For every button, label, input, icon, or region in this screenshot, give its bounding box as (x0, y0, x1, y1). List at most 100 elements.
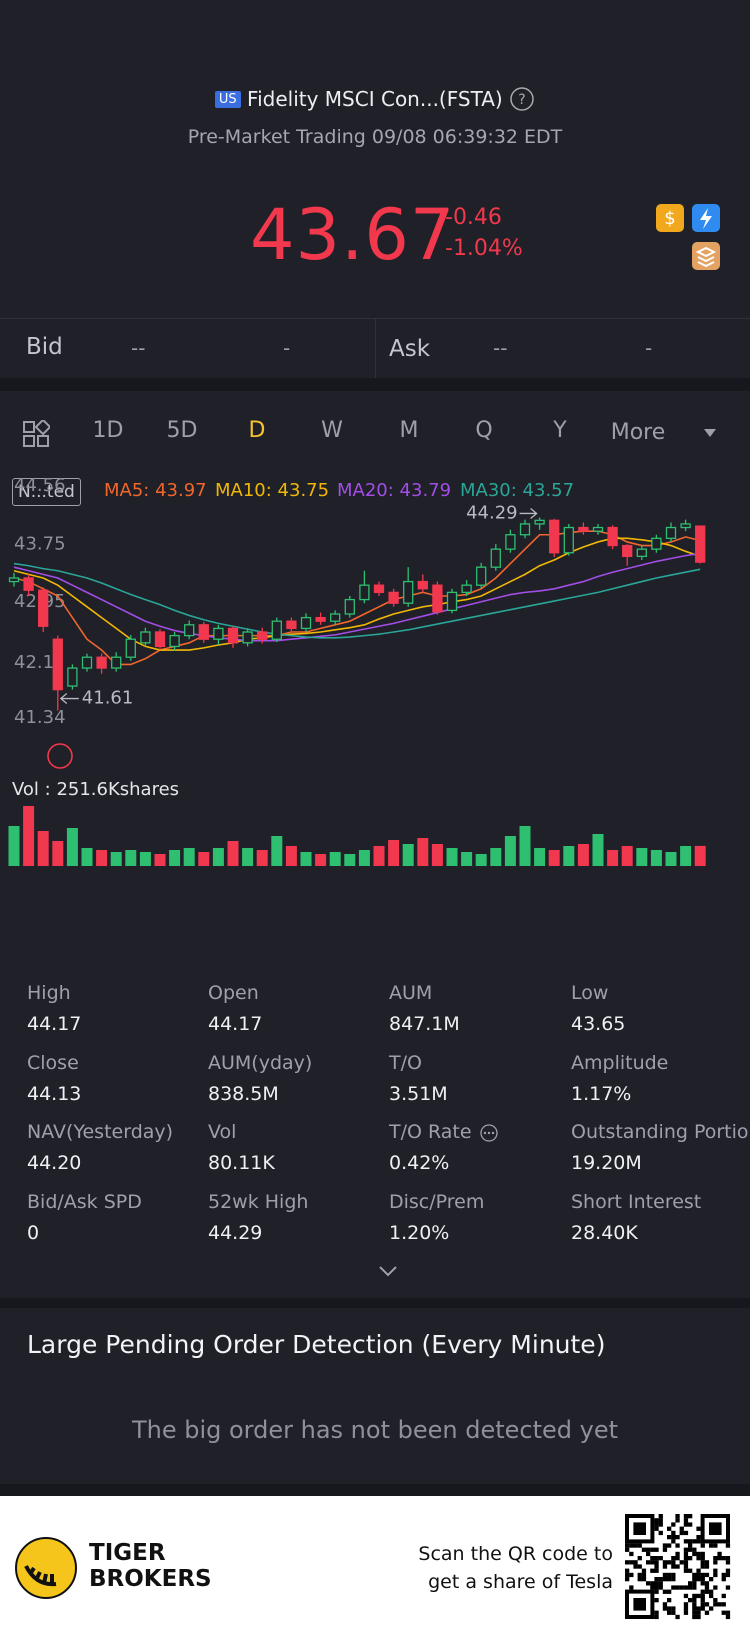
qr-module (658, 1577, 663, 1582)
qr-module (675, 1551, 680, 1557)
qr-module (683, 1560, 689, 1565)
volume-bar (256, 850, 268, 866)
qr-module (683, 1539, 689, 1544)
qr-module (650, 1581, 655, 1586)
qr-module (654, 1577, 659, 1582)
qr-module (713, 1568, 718, 1573)
dollar-icon[interactable] (656, 204, 684, 232)
qr-module (654, 1526, 659, 1531)
period-tab[interactable]: Y (553, 418, 567, 443)
qr-module (704, 1564, 710, 1569)
volume-bar (650, 850, 662, 866)
qr-module (662, 1547, 668, 1552)
candle-body (257, 631, 268, 640)
qr-module (662, 1560, 668, 1565)
volume-bar (198, 852, 210, 866)
period-tab[interactable]: 5D (166, 418, 198, 443)
stat-value: 847.1M (389, 1013, 460, 1035)
qr-module (671, 1560, 676, 1565)
period-tab[interactable]: D (248, 418, 266, 443)
expand-chevron[interactable] (378, 1264, 398, 1278)
candle-body (373, 584, 385, 594)
period-tab[interactable]: More (610, 420, 666, 445)
candle-body (96, 656, 107, 669)
header: US Fidelity MSCI Con...(FSTA) ? (0, 86, 750, 112)
qr-module (679, 1585, 684, 1590)
candle-body (388, 591, 399, 604)
candle-body (432, 584, 443, 613)
qr-module (696, 1614, 701, 1620)
stat-value: 44.17 (208, 1013, 263, 1035)
qr-module (696, 1551, 701, 1557)
qr-module (671, 1585, 676, 1590)
qr-module (683, 1564, 689, 1569)
help-icon[interactable]: ? (509, 86, 535, 112)
candle-body (592, 526, 604, 532)
stat-label: AUM (389, 982, 433, 1004)
qr-module (721, 1577, 726, 1582)
candle-body (636, 548, 647, 558)
qr-module (709, 1606, 714, 1611)
volume-bar (212, 848, 224, 866)
qr-module (650, 1556, 655, 1561)
qr-module (700, 1589, 705, 1594)
qr-module (667, 1610, 672, 1615)
y-tick-label: 42.1 (14, 652, 54, 673)
title: Fidelity MSCI Con...(FSTA) (247, 87, 503, 111)
period-tab[interactable]: Q (475, 418, 493, 443)
stat-label: 52wk High (208, 1191, 309, 1213)
qr-module (704, 1585, 710, 1590)
qr-module (721, 1593, 726, 1599)
qr-module (721, 1572, 726, 1578)
qr-module (704, 1602, 710, 1607)
period-tab[interactable]: M (399, 418, 419, 443)
qr-module (667, 1572, 672, 1578)
stat-value: 44.17 (27, 1013, 82, 1035)
promo: get a share of Tesla (428, 1571, 613, 1593)
indicator-chip[interactable]: N...ted (12, 478, 81, 506)
candle-body (140, 631, 151, 644)
layout-icon[interactable] (22, 420, 50, 448)
qr-module (654, 1589, 659, 1594)
qr-module (633, 1564, 638, 1569)
qr-module (725, 1572, 731, 1578)
qr-module (637, 1577, 642, 1582)
qr-module (662, 1543, 668, 1548)
volume-bar (680, 846, 692, 866)
qr-module (692, 1614, 697, 1620)
section-gap (0, 1298, 750, 1308)
volume-bar (227, 841, 239, 866)
qr-module (696, 1526, 701, 1531)
qr-module (675, 1535, 680, 1540)
qr-module (667, 1577, 672, 1582)
qr-module (713, 1560, 718, 1565)
stat-value: 1.20% (389, 1222, 450, 1244)
qr-module (641, 1577, 647, 1582)
period-tab[interactable]: 1D (92, 418, 124, 443)
period-tab[interactable]: W (321, 418, 343, 443)
ma-line (13, 530, 701, 666)
stat-label: T/O Rate (389, 1121, 472, 1143)
qr-module (683, 1547, 689, 1552)
stat-value: 28.40K (571, 1222, 638, 1244)
qr-module (671, 1572, 676, 1578)
brand: BROKERS (89, 1566, 212, 1592)
candle-body (23, 577, 34, 591)
candle-body (461, 584, 472, 594)
candle-body (622, 544, 633, 558)
qr-module (683, 1606, 689, 1611)
volume-bar (577, 844, 589, 866)
qr-module (709, 1593, 714, 1599)
volume-bar (300, 852, 312, 866)
qr-module (625, 1572, 630, 1578)
bid-label: Bid (26, 334, 63, 360)
volume-bar (110, 852, 122, 866)
candle-body (286, 620, 297, 630)
volume-bar (81, 848, 93, 866)
stat-label: Outstanding Portio (571, 1121, 749, 1143)
qr-module (725, 1560, 731, 1565)
info-icon[interactable] (479, 1123, 499, 1143)
volume-bar (388, 840, 400, 866)
qr-module (704, 1572, 710, 1578)
